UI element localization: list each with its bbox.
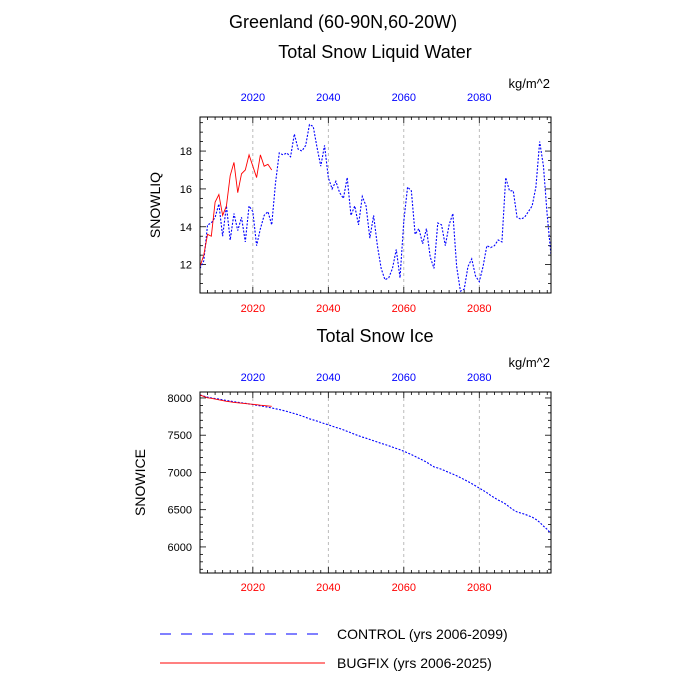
x-tick-label-top: 2080 <box>467 372 491 384</box>
x-tick-label-bottom: 2080 <box>467 303 491 315</box>
y-tick-label: 18 <box>180 146 192 158</box>
units-label: kg/m^2 <box>508 76 550 91</box>
x-tick-label-top: 2040 <box>316 372 340 384</box>
series-line-bugfix <box>200 153 273 267</box>
y-axis-label: SNOWICE <box>132 449 148 516</box>
x-tick-label-bottom: 2040 <box>316 303 340 315</box>
x-tick-label-bottom: 2040 <box>316 582 340 594</box>
x-tick-label-bottom: 2060 <box>392 582 416 594</box>
y-tick-label: 8000 <box>168 393 192 405</box>
x-tick-label-bottom: 2020 <box>241 303 265 315</box>
x-tick-label-top: 2020 <box>241 92 265 104</box>
panel-title: Total Snow Ice <box>316 326 433 346</box>
y-tick-label: 7500 <box>168 430 192 442</box>
panel-title: Total Snow Liquid Water <box>278 42 471 62</box>
y-tick-label: 6000 <box>168 542 192 554</box>
plot-frame <box>199 116 552 294</box>
x-tick-label-bottom: 2060 <box>392 303 416 315</box>
legend-label-control: CONTROL (yrs 2006-2099) <box>337 626 508 642</box>
figure-title: Greenland (60-90N,60-20W) <box>229 12 458 32</box>
legend: CONTROL (yrs 2006-2099) BUGFIX (yrs 2006-… <box>160 626 508 671</box>
x-tick-label-top: 2020 <box>241 372 265 384</box>
y-tick-label: 6500 <box>168 505 192 517</box>
x-tick-label-top: 2060 <box>392 92 416 104</box>
series-line-control <box>200 394 551 535</box>
snowice-panel: Total Snow Ice kg/m^2 2020 2020 2040 2040 2060… <box>132 326 552 594</box>
units-label: kg/m^2 <box>508 355 550 370</box>
x-tick-label-bottom: 2020 <box>241 582 265 594</box>
y-tick-label: 7000 <box>168 467 192 479</box>
series-line-control <box>200 123 551 292</box>
x-tick-label-top: 2040 <box>316 92 340 104</box>
x-tick-label-top: 2080 <box>467 92 491 104</box>
y-axis-label: SNOWLIQ <box>147 172 163 238</box>
x-tick-label-top: 2060 <box>392 372 416 384</box>
x-tick-label-bottom: 2080 <box>467 582 491 594</box>
snowliq-panel: Total Snow Liquid Water kg/m^2 2020 2020 204… <box>147 42 552 315</box>
plot-frame <box>199 391 552 574</box>
y-tick-label: 12 <box>180 260 192 272</box>
series-line-bugfix <box>200 394 272 407</box>
legend-label-bugfix: BUGFIX (yrs 2006-2025) <box>337 655 492 671</box>
y-tick-label: 14 <box>180 222 192 234</box>
y-tick-label: 16 <box>180 184 192 196</box>
